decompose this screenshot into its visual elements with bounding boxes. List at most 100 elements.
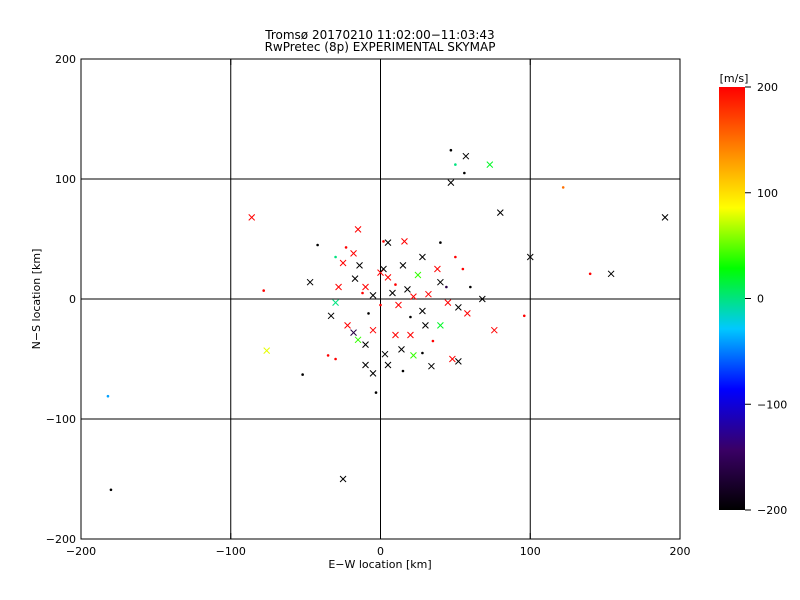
data-point-x <box>496 209 504 216</box>
data-point-x <box>486 161 494 168</box>
data-point-dot <box>301 373 304 376</box>
data-point-x <box>449 355 456 363</box>
data-point-dot <box>409 315 412 319</box>
data-point-dot <box>106 394 110 398</box>
chart-title: Tromsø 20170210 11:02:00−11:03:43 <box>264 28 494 42</box>
colorbar-tick-label: 200 <box>757 81 778 94</box>
data-point-dot <box>316 243 319 247</box>
data-point-x <box>350 250 357 257</box>
data-point-dot <box>334 357 337 361</box>
data-point-x <box>335 283 342 291</box>
data-point-x <box>369 292 377 299</box>
colorbar-tick-label: −100 <box>757 398 787 411</box>
data-point-dot <box>561 186 565 189</box>
data-point-dot <box>449 148 453 152</box>
data-point-x <box>384 239 392 246</box>
colorbar-tick-label: 100 <box>757 187 778 200</box>
data-point-x <box>369 326 377 334</box>
x-tick-label: 100 <box>520 545 541 558</box>
data-point-x <box>455 358 462 365</box>
data-point-dot <box>469 285 472 289</box>
data-point-x <box>354 336 362 344</box>
x-tick-label: 0 <box>377 545 384 558</box>
data-point-x <box>410 352 417 359</box>
chart-subtitle: RwPretec (8p) EXPERIMENTAL SKYMAP <box>265 40 496 54</box>
data-point-x <box>306 278 314 286</box>
data-point-x <box>462 152 470 160</box>
data-point-dot <box>463 171 466 175</box>
x-tick-label: −100 <box>216 545 246 558</box>
x-tick-label: −200 <box>66 545 96 558</box>
data-point-x <box>362 341 369 348</box>
x-axis-label: E−W location [km] <box>328 558 431 571</box>
data-point-dot <box>326 354 330 357</box>
data-point-x <box>437 278 444 286</box>
data-point-dot <box>394 283 397 286</box>
colorbar <box>719 87 745 510</box>
data-point-dot <box>522 314 526 318</box>
data-point-x <box>478 295 486 303</box>
data-point-dot <box>454 255 457 259</box>
data-point-x <box>369 370 377 377</box>
data-point-x <box>526 253 534 261</box>
y-tick-label: 0 <box>69 293 76 306</box>
data-point-dot <box>439 241 442 244</box>
data-point-x <box>447 179 455 186</box>
data-point-dot <box>374 391 378 394</box>
data-point-x <box>380 265 387 273</box>
data-point-dot <box>421 351 424 355</box>
data-point-x <box>607 270 615 278</box>
y-tick-label: −200 <box>46 533 76 546</box>
data-point-x <box>437 322 444 329</box>
data-point-x <box>401 238 408 245</box>
data-point-dot <box>262 289 265 292</box>
data-point-dot <box>401 369 405 373</box>
data-point-x <box>490 326 498 334</box>
y-tick-label: 200 <box>55 53 76 66</box>
data-point-dot <box>109 488 113 492</box>
data-point-x <box>422 322 429 329</box>
data-point-x <box>398 346 405 353</box>
data-point-x <box>399 262 407 269</box>
data-point-x <box>339 475 347 483</box>
data-point-x <box>332 299 339 306</box>
data-point-x <box>392 331 399 339</box>
data-point-dot <box>431 339 435 343</box>
data-point-dot <box>445 285 448 289</box>
data-point-x <box>455 304 462 311</box>
data-point-dot <box>461 267 465 271</box>
data-point-x <box>362 283 369 291</box>
grid <box>81 59 680 539</box>
data-point-x <box>661 214 669 221</box>
data-point-x <box>351 275 359 282</box>
data-point-x <box>419 253 426 261</box>
axis-ticks: −200 −100 0 100 200 −200 −100 0 100 200 <box>46 53 691 558</box>
data-point-x <box>389 289 396 297</box>
data-point-dot <box>361 291 364 295</box>
data-point-dot <box>367 312 370 315</box>
y-tick-label: 100 <box>55 173 76 186</box>
data-point-x <box>434 265 441 273</box>
y-tick-label: −100 <box>46 413 76 426</box>
data-point-x <box>384 361 392 369</box>
data-point-x <box>414 271 422 279</box>
x-tick-label: 200 <box>670 545 691 558</box>
data-point-x <box>419 307 426 315</box>
data-point-x <box>354 226 362 233</box>
data-point-x <box>410 293 417 300</box>
data-point-x <box>464 310 471 317</box>
data-point-x <box>407 331 414 339</box>
data-point-x <box>404 286 411 293</box>
data-point-x <box>350 329 357 336</box>
data-point-x <box>381 350 389 358</box>
colorbar-tick-label: 0 <box>757 293 764 306</box>
data-point-dot <box>344 246 348 249</box>
data-point-dot <box>382 240 385 243</box>
data-point-x <box>248 214 256 221</box>
data-point-x <box>339 259 347 267</box>
data-point-x <box>444 299 452 306</box>
y-axis-label: N−S location [km] <box>30 249 43 350</box>
colorbar-label: [m/s] <box>720 72 749 85</box>
data-point-x <box>263 347 271 354</box>
